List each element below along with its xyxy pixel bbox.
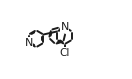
Text: N: N xyxy=(25,38,33,48)
Text: Cl: Cl xyxy=(59,48,70,58)
Text: N: N xyxy=(60,22,69,32)
